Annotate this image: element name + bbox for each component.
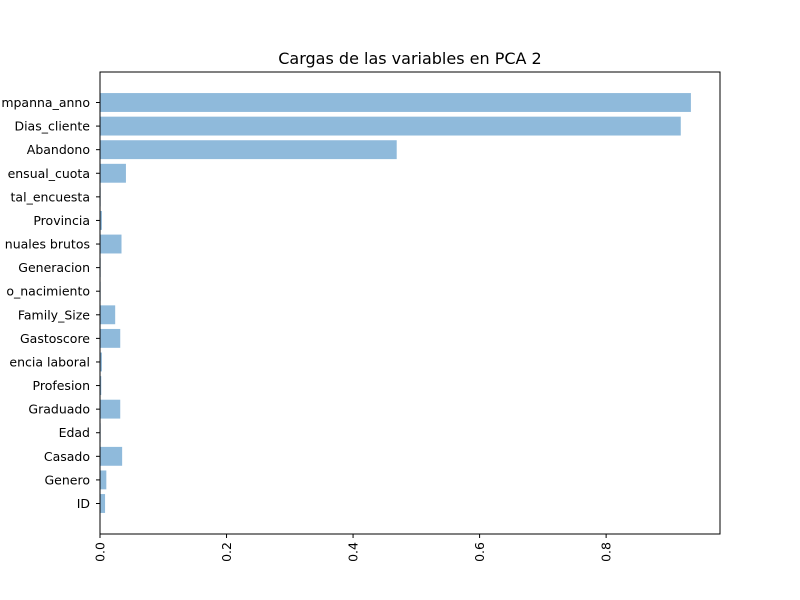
y-tick-label: Provincia [33,213,90,228]
y-tick-label: Genero [44,472,90,487]
bar-provincia [100,211,102,230]
y-tick-label: Generacion [18,260,90,275]
chart-title: Cargas de las variables en PCA 2 [278,49,541,68]
y-tick-label: Family_Size [18,307,90,322]
bars-group [100,93,691,513]
y-tick-label: Gastoscore [20,331,90,346]
y-tick-label: Abandono [27,142,90,157]
x-axis-ticks: 0.0 0.2 0.4 0.6 0.8 [93,534,614,562]
bar-dias-cliente [100,116,681,136]
bar-campanna-anno [100,140,397,160]
bar-id [100,494,106,513]
y-tick-label: o_nacimiento [6,284,90,299]
y-tick-label: Dias_cliente [14,119,90,134]
y-tick-label: nuales brutos [5,237,90,252]
bar-gasto-mensual-cuota [100,163,126,183]
y-tick-label: ID [77,496,90,511]
bar-ingresos-anuales-brutos [100,234,122,254]
bar-casado [100,446,123,466]
y-axis-ticks: ID Genero Casado Edad Graduado Profesion encia… [1,95,100,511]
bar-gastoscore [100,328,121,348]
x-tick-label: 0.6 [472,542,487,562]
y-tick-label: ensual_cuota [8,166,90,181]
bar-experiencia-laboral [100,352,102,372]
x-tick-label: 0.4 [346,542,361,562]
bar-genero [100,470,107,490]
y-tick-label: encia laboral [9,354,90,369]
bar-profesion [100,376,102,395]
bar-abandono [100,93,691,112]
y-tick-label: Profesion [33,378,90,393]
x-tick-label: 0.2 [219,542,234,562]
y-tick-label: Casado [44,449,90,464]
y-tick-label: mpanna_anno [1,95,90,110]
plot-frame [99,71,721,535]
x-tick-label: 0.0 [93,542,108,562]
y-tick-label: Edad [59,425,90,440]
x-tick-label: 0.8 [599,542,614,562]
y-tick-label: Graduado [28,402,90,417]
y-tick-label: tal_encuesta [11,189,90,204]
bar-family-size [100,305,116,325]
bar-graduado [100,399,121,419]
